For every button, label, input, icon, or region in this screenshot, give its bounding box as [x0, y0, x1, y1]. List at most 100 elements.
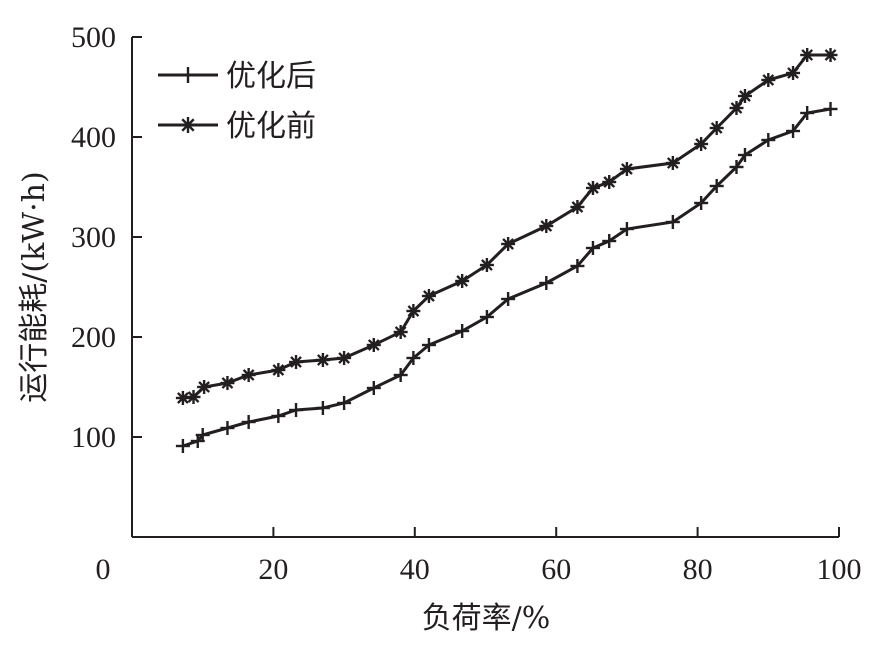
data-point	[241, 368, 256, 382]
data-point	[186, 390, 201, 404]
asterisk-stroke	[502, 238, 515, 250]
asterisk-stroke	[824, 49, 837, 61]
data-point	[315, 353, 330, 367]
asterisk-stroke	[571, 201, 584, 213]
data-point	[570, 259, 585, 273]
y-tick-label: 100	[71, 421, 116, 454]
x-tick-label: 60	[541, 553, 571, 586]
asterisk-stroke	[710, 122, 723, 134]
asterisk-stroke	[242, 369, 255, 381]
data-point	[501, 237, 516, 251]
data-point	[585, 241, 600, 255]
data-point	[220, 376, 235, 390]
series-before-optimization	[175, 48, 838, 405]
asterisk-stroke	[181, 118, 195, 132]
data-point	[709, 121, 724, 135]
data-point	[619, 222, 634, 236]
data-point	[393, 325, 408, 339]
data-point	[539, 276, 554, 290]
asterisk-stroke	[338, 352, 350, 364]
asterisk-stroke	[787, 67, 799, 79]
data-point	[709, 179, 724, 193]
asterisk-stroke	[394, 326, 407, 338]
data-point	[602, 234, 617, 248]
data-point	[761, 73, 776, 87]
data-point	[337, 351, 352, 365]
asterisk-stroke	[456, 275, 469, 287]
asterisk-stroke	[603, 176, 616, 188]
x-axis-title: 负荷率/%	[422, 601, 551, 636]
legend-marker	[180, 117, 196, 133]
data-point	[800, 106, 815, 120]
y-tick-label: 400	[71, 121, 116, 154]
data-point	[366, 381, 381, 395]
data-point	[602, 175, 617, 189]
data-point	[786, 124, 801, 138]
data-point	[619, 162, 634, 176]
legend-item: 优化前	[158, 109, 316, 144]
data-point	[175, 439, 190, 453]
data-point	[737, 89, 752, 103]
asterisk-stroke	[762, 74, 775, 86]
asterisk-stroke	[621, 163, 633, 175]
data-point	[501, 292, 516, 306]
x-tick-label: 100	[817, 553, 862, 586]
data-point	[289, 403, 304, 417]
asterisk-stroke	[187, 391, 200, 403]
data-point	[479, 310, 494, 324]
data-point	[479, 258, 494, 272]
data-point	[786, 66, 801, 80]
data-point	[406, 351, 421, 365]
data-point	[694, 137, 709, 151]
legend-marker	[180, 67, 196, 83]
y-ticks: 100 200 300 400 500	[71, 21, 142, 454]
data-point	[729, 160, 744, 174]
data-point	[421, 338, 436, 352]
data-point	[289, 355, 304, 369]
asterisk-stroke	[177, 392, 189, 404]
series-line	[182, 107, 831, 448]
legend-label: 优化后	[226, 59, 316, 94]
asterisk-stroke	[221, 377, 234, 389]
asterisk-stroke	[666, 157, 679, 169]
data-point	[539, 219, 554, 233]
y-tick-label: 200	[71, 321, 116, 354]
series-layer	[175, 48, 838, 453]
asterisk-stroke	[695, 138, 708, 150]
data-point	[337, 396, 352, 410]
data-point	[823, 102, 838, 116]
asterisk-stroke	[290, 356, 302, 368]
data-point	[455, 324, 470, 338]
x-tick-label: 0	[96, 553, 111, 586]
data-point	[271, 409, 286, 423]
data-point	[366, 338, 381, 352]
asterisk-stroke	[317, 354, 329, 366]
y-tick-label: 500	[71, 21, 116, 54]
data-point	[800, 48, 815, 62]
legend-label: 优化前	[226, 109, 316, 144]
asterisk-stroke	[423, 290, 435, 302]
data-point	[406, 304, 421, 318]
asterisk-stroke	[407, 305, 420, 317]
data-point	[823, 48, 838, 62]
x-tick-label: 40	[400, 553, 430, 586]
data-point	[421, 289, 436, 303]
data-point	[761, 133, 776, 147]
y-tick-label: 300	[71, 221, 116, 254]
axes	[131, 37, 839, 538]
asterisk-stroke	[540, 220, 553, 232]
data-point	[665, 156, 680, 170]
asterisk-stroke	[801, 49, 814, 61]
data-point	[585, 181, 600, 195]
legend-item: 优化后	[158, 59, 316, 94]
data-point	[220, 421, 235, 435]
data-point	[570, 200, 585, 214]
asterisk-stroke	[272, 364, 285, 376]
asterisk-stroke	[587, 182, 599, 194]
x-ticks: 0 20 40 60 80 100	[96, 527, 862, 586]
data-point	[665, 215, 680, 229]
data-point	[315, 401, 330, 415]
data-point	[195, 428, 210, 442]
asterisk-stroke	[481, 259, 493, 271]
